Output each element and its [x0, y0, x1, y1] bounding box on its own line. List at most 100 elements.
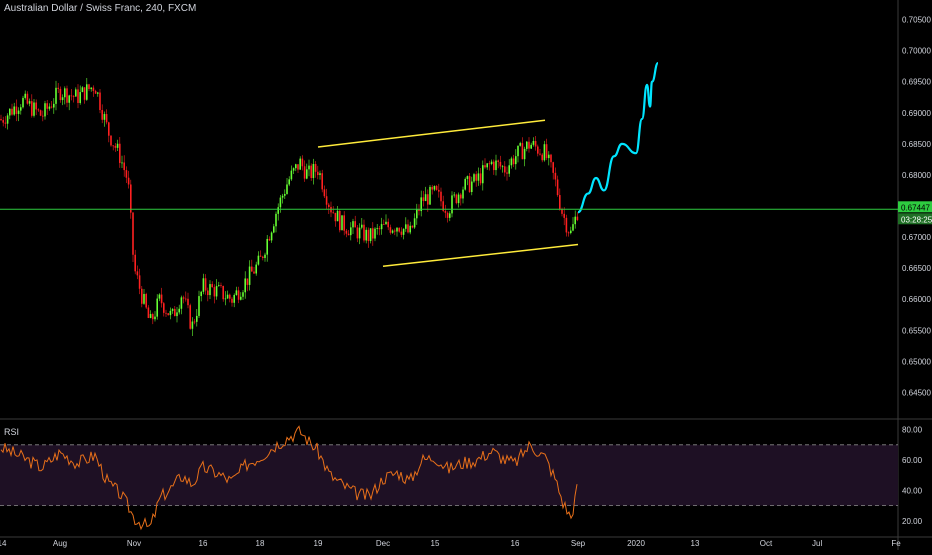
candle-body — [171, 308, 174, 311]
candle-body — [246, 278, 249, 285]
candle-body — [365, 229, 367, 241]
candle-body — [48, 106, 51, 109]
candle-body — [361, 224, 363, 228]
rsi-title: RSI — [4, 427, 20, 437]
candle-body — [248, 266, 251, 285]
candle-body — [90, 87, 92, 90]
candle-body — [343, 215, 345, 231]
candle-body — [114, 145, 117, 148]
candle-body — [416, 209, 418, 219]
channel-lower-line — [382, 243, 579, 268]
candle-body — [253, 271, 255, 274]
candle-body — [125, 170, 128, 178]
candle-body — [464, 178, 466, 190]
candle-body — [534, 140, 537, 147]
time-tick-label: 18 — [256, 539, 265, 548]
candle-body — [251, 266, 253, 272]
candle-body — [550, 154, 552, 163]
candle-body — [457, 194, 460, 204]
rsi-tick-label: 20.00 — [902, 517, 923, 526]
candle-body — [499, 161, 502, 167]
candle-body — [477, 173, 480, 181]
candle-body — [418, 209, 420, 212]
candle-body — [0, 118, 2, 121]
current-price-label: 0.67447 — [901, 203, 930, 212]
time-tick-label: Aug — [53, 539, 67, 548]
candle-body — [394, 230, 396, 232]
price-tick-label: 0.65000 — [902, 357, 931, 366]
candle-body — [435, 186, 438, 190]
candle-body — [372, 228, 374, 239]
candle-body — [231, 298, 233, 303]
candle-body — [341, 215, 343, 231]
candle-body — [383, 224, 385, 225]
candle-body — [442, 201, 444, 211]
time-tick-label: 19 — [314, 539, 323, 548]
candle-body — [402, 228, 405, 235]
candle-body — [482, 165, 484, 184]
candle-body — [299, 158, 301, 170]
candle-body — [167, 313, 169, 316]
candle-body — [559, 195, 561, 210]
candle-body — [391, 230, 394, 233]
candle-body — [574, 216, 576, 225]
candle-body — [387, 221, 389, 228]
candle-body — [398, 227, 400, 232]
candle-body — [328, 204, 330, 207]
candle-body — [112, 145, 114, 147]
candle-body — [411, 225, 414, 228]
candle-body — [350, 227, 352, 236]
candle-body — [554, 172, 557, 180]
candle-body — [191, 321, 194, 329]
candle-body — [407, 224, 409, 233]
candle-body — [570, 230, 572, 234]
candle-body — [33, 102, 35, 116]
candle-body — [264, 254, 266, 258]
candle-body — [515, 156, 517, 165]
candle-body — [215, 286, 218, 297]
candle-body — [83, 87, 86, 100]
candle-body — [176, 312, 178, 317]
candle-body — [484, 165, 486, 168]
candle-body — [501, 166, 504, 168]
candle-body — [209, 284, 211, 296]
candle-body — [497, 160, 499, 162]
candle-body — [94, 90, 97, 94]
candle-body — [279, 197, 282, 208]
candle-body — [132, 212, 134, 255]
candle-body — [567, 232, 570, 234]
candle-body — [39, 110, 42, 116]
candle-body — [367, 229, 370, 242]
candle-body — [97, 92, 99, 94]
candle-body — [292, 168, 295, 171]
candle-body — [37, 109, 40, 111]
candle-body — [160, 294, 163, 304]
candle-body — [339, 210, 341, 231]
candle-body — [490, 161, 493, 165]
candle-body — [440, 191, 442, 202]
price-tick-label: 0.65500 — [902, 326, 931, 335]
time-tick-label: Jul — [812, 539, 822, 548]
candle-body — [81, 87, 84, 93]
candle-body — [196, 315, 198, 322]
candle-body — [134, 254, 136, 272]
price-tick-label: 0.68000 — [902, 171, 931, 180]
candle-body — [475, 174, 477, 181]
candle-body — [11, 108, 13, 115]
candle-body — [297, 164, 299, 170]
candle-body — [576, 216, 579, 221]
candle-body — [369, 228, 372, 242]
candle-body — [257, 255, 260, 265]
candle-body — [334, 212, 337, 222]
time-tick-label: 14 — [0, 539, 7, 548]
candle-body — [138, 275, 141, 289]
candle-body — [449, 213, 451, 218]
candle-body — [275, 213, 277, 227]
time-tick-label: 15 — [431, 539, 440, 548]
time-tick-label: Nov — [127, 539, 141, 548]
candle-body — [438, 189, 440, 192]
candle-body — [204, 278, 207, 291]
candle-body — [521, 143, 524, 160]
